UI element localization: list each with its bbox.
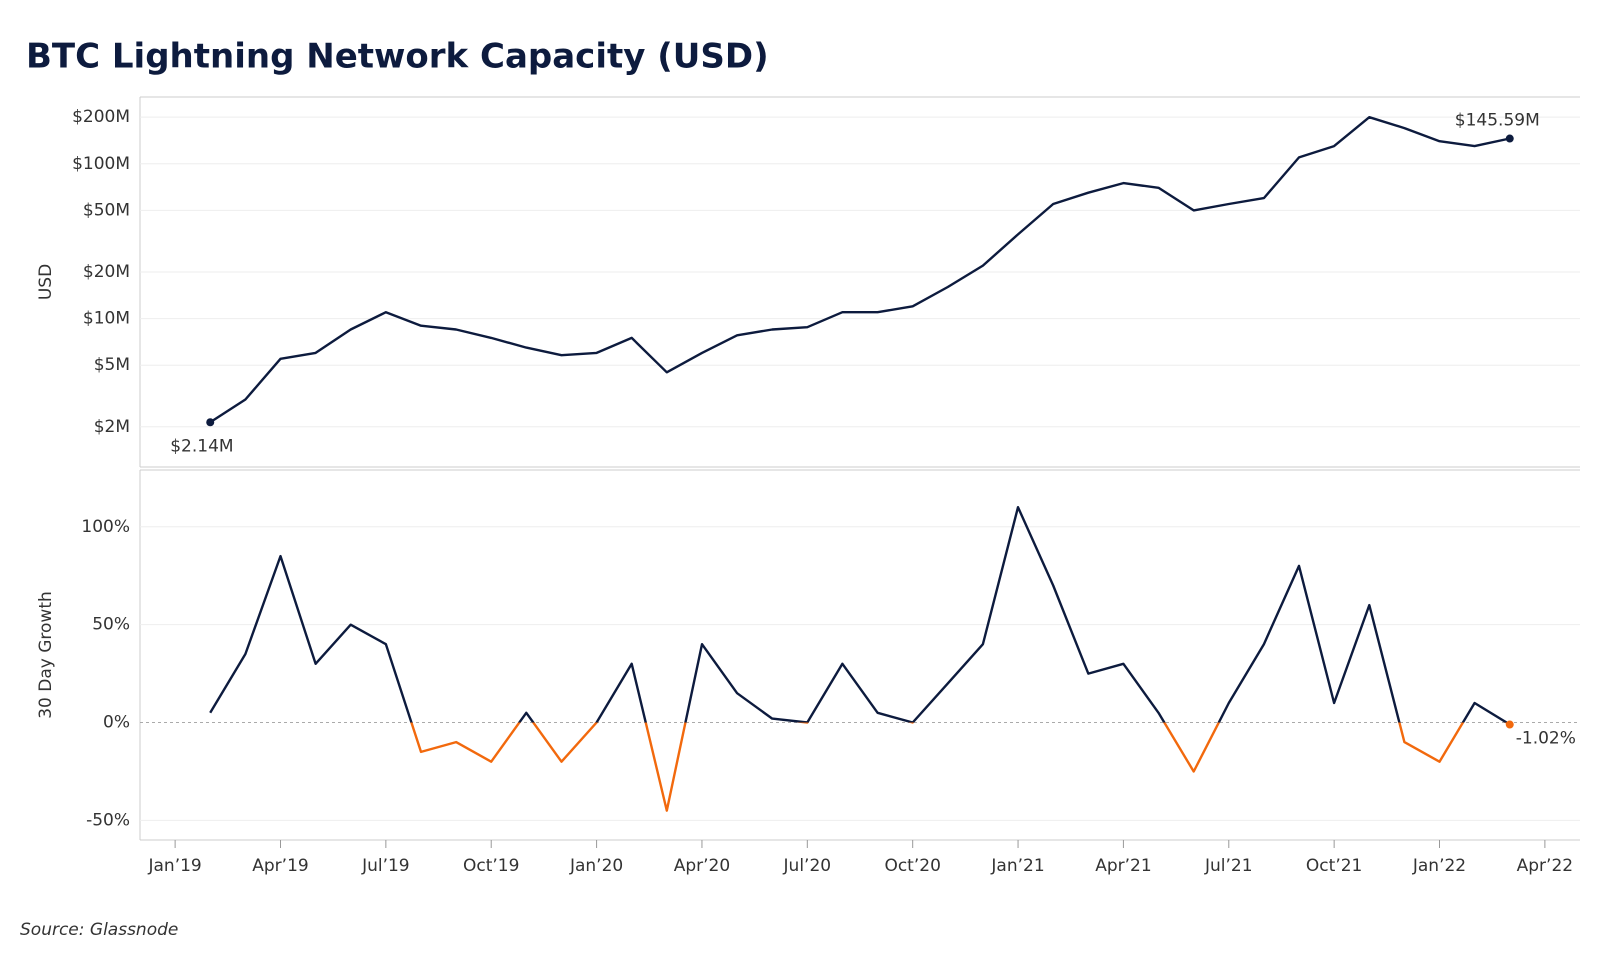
y-tick-label: $50M [83, 200, 130, 220]
x-tick-label: Jan’19 [147, 856, 201, 876]
value-label: $2.14M [170, 436, 233, 456]
x-tick-label: Jul’21 [1204, 856, 1253, 876]
x-tick-label: Apr’21 [1095, 856, 1151, 876]
x-tick-label: Apr’20 [674, 856, 730, 876]
y-tick-label: 50% [92, 615, 130, 635]
y-tick-label: $20M [83, 262, 130, 282]
y-axis-label: USD [36, 264, 56, 300]
end-point [1505, 134, 1514, 143]
y-tick-label: $200M [72, 107, 130, 127]
end-point [1505, 720, 1514, 729]
x-tick-label: Oct’20 [884, 856, 940, 876]
y-tick-label: -50% [86, 810, 130, 830]
end-point [206, 418, 215, 427]
y-axis-label: 30 Day Growth [36, 591, 56, 719]
growth-line-negative [410, 722, 1511, 812]
x-tick-label: Jul’20 [783, 856, 832, 876]
y-tick-label: $100M [72, 154, 130, 174]
y-tick-label: 0% [103, 713, 130, 733]
x-tick-label: Oct’19 [463, 856, 519, 876]
x-tick-label: Oct’21 [1306, 856, 1362, 876]
chart-title: BTC Lightning Network Capacity (USD) [26, 37, 769, 77]
value-label: $145.59M [1455, 111, 1540, 131]
source: Source: Glassnode [20, 920, 178, 940]
y-tick-label: 100% [81, 517, 130, 537]
value-label: -1.02% [1516, 729, 1576, 749]
x-tick-label: Apr’19 [252, 856, 308, 876]
capacity-line [209, 116, 1511, 424]
growth-line-positive [209, 506, 1509, 723]
x-tick-label: Jul’19 [361, 856, 410, 876]
x-tick-label: Jan’22 [1412, 856, 1466, 876]
y-tick-label: $5M [94, 355, 130, 375]
y-tick-label: $10M [83, 309, 130, 329]
y-tick-label: $2M [94, 417, 130, 437]
x-tick-label: Jan’20 [569, 856, 623, 876]
x-tick-label: Jan’21 [990, 856, 1044, 876]
x-tick-label: Apr’22 [1517, 856, 1573, 876]
